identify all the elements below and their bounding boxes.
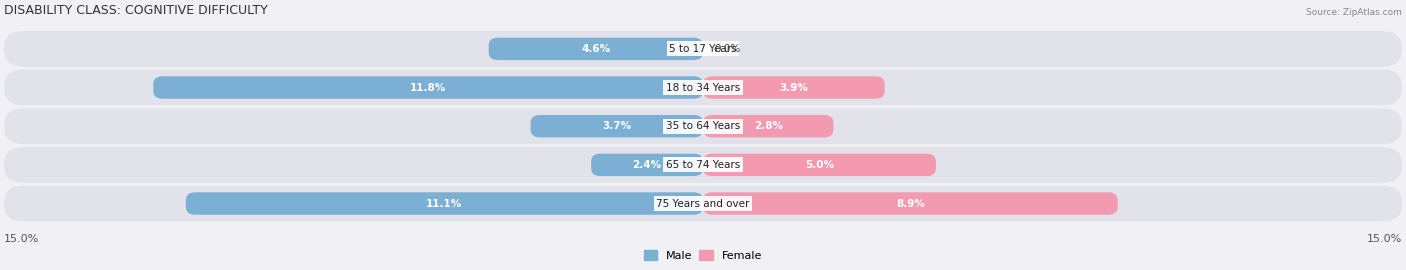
FancyBboxPatch shape <box>4 70 1402 105</box>
Text: 5 to 17 Years: 5 to 17 Years <box>669 44 737 54</box>
FancyBboxPatch shape <box>4 186 1402 221</box>
Text: 8.9%: 8.9% <box>896 198 925 208</box>
Text: 65 to 74 Years: 65 to 74 Years <box>666 160 740 170</box>
Text: 15.0%: 15.0% <box>4 234 39 244</box>
FancyBboxPatch shape <box>153 76 703 99</box>
Text: 5.0%: 5.0% <box>806 160 834 170</box>
Text: 2.4%: 2.4% <box>633 160 662 170</box>
FancyBboxPatch shape <box>4 109 1402 144</box>
FancyBboxPatch shape <box>186 192 703 215</box>
FancyBboxPatch shape <box>703 192 1118 215</box>
FancyBboxPatch shape <box>4 147 1402 183</box>
FancyBboxPatch shape <box>4 31 1402 67</box>
Text: 3.7%: 3.7% <box>602 121 631 131</box>
Text: 75 Years and over: 75 Years and over <box>657 198 749 208</box>
Text: 2.8%: 2.8% <box>754 121 783 131</box>
Text: DISABILITY CLASS: COGNITIVE DIFFICULTY: DISABILITY CLASS: COGNITIVE DIFFICULTY <box>4 4 269 17</box>
Text: 0.0%: 0.0% <box>714 44 741 54</box>
FancyBboxPatch shape <box>703 76 884 99</box>
FancyBboxPatch shape <box>591 154 703 176</box>
Text: 11.8%: 11.8% <box>411 83 446 93</box>
Text: 3.9%: 3.9% <box>779 83 808 93</box>
Text: 4.6%: 4.6% <box>581 44 610 54</box>
Text: Source: ZipAtlas.com: Source: ZipAtlas.com <box>1306 8 1402 17</box>
FancyBboxPatch shape <box>489 38 703 60</box>
Text: 15.0%: 15.0% <box>1367 234 1402 244</box>
Text: 11.1%: 11.1% <box>426 198 463 208</box>
FancyBboxPatch shape <box>703 115 834 137</box>
Text: 35 to 64 Years: 35 to 64 Years <box>666 121 740 131</box>
Text: 18 to 34 Years: 18 to 34 Years <box>666 83 740 93</box>
Legend: Male, Female: Male, Female <box>640 246 766 266</box>
FancyBboxPatch shape <box>530 115 703 137</box>
FancyBboxPatch shape <box>703 154 936 176</box>
